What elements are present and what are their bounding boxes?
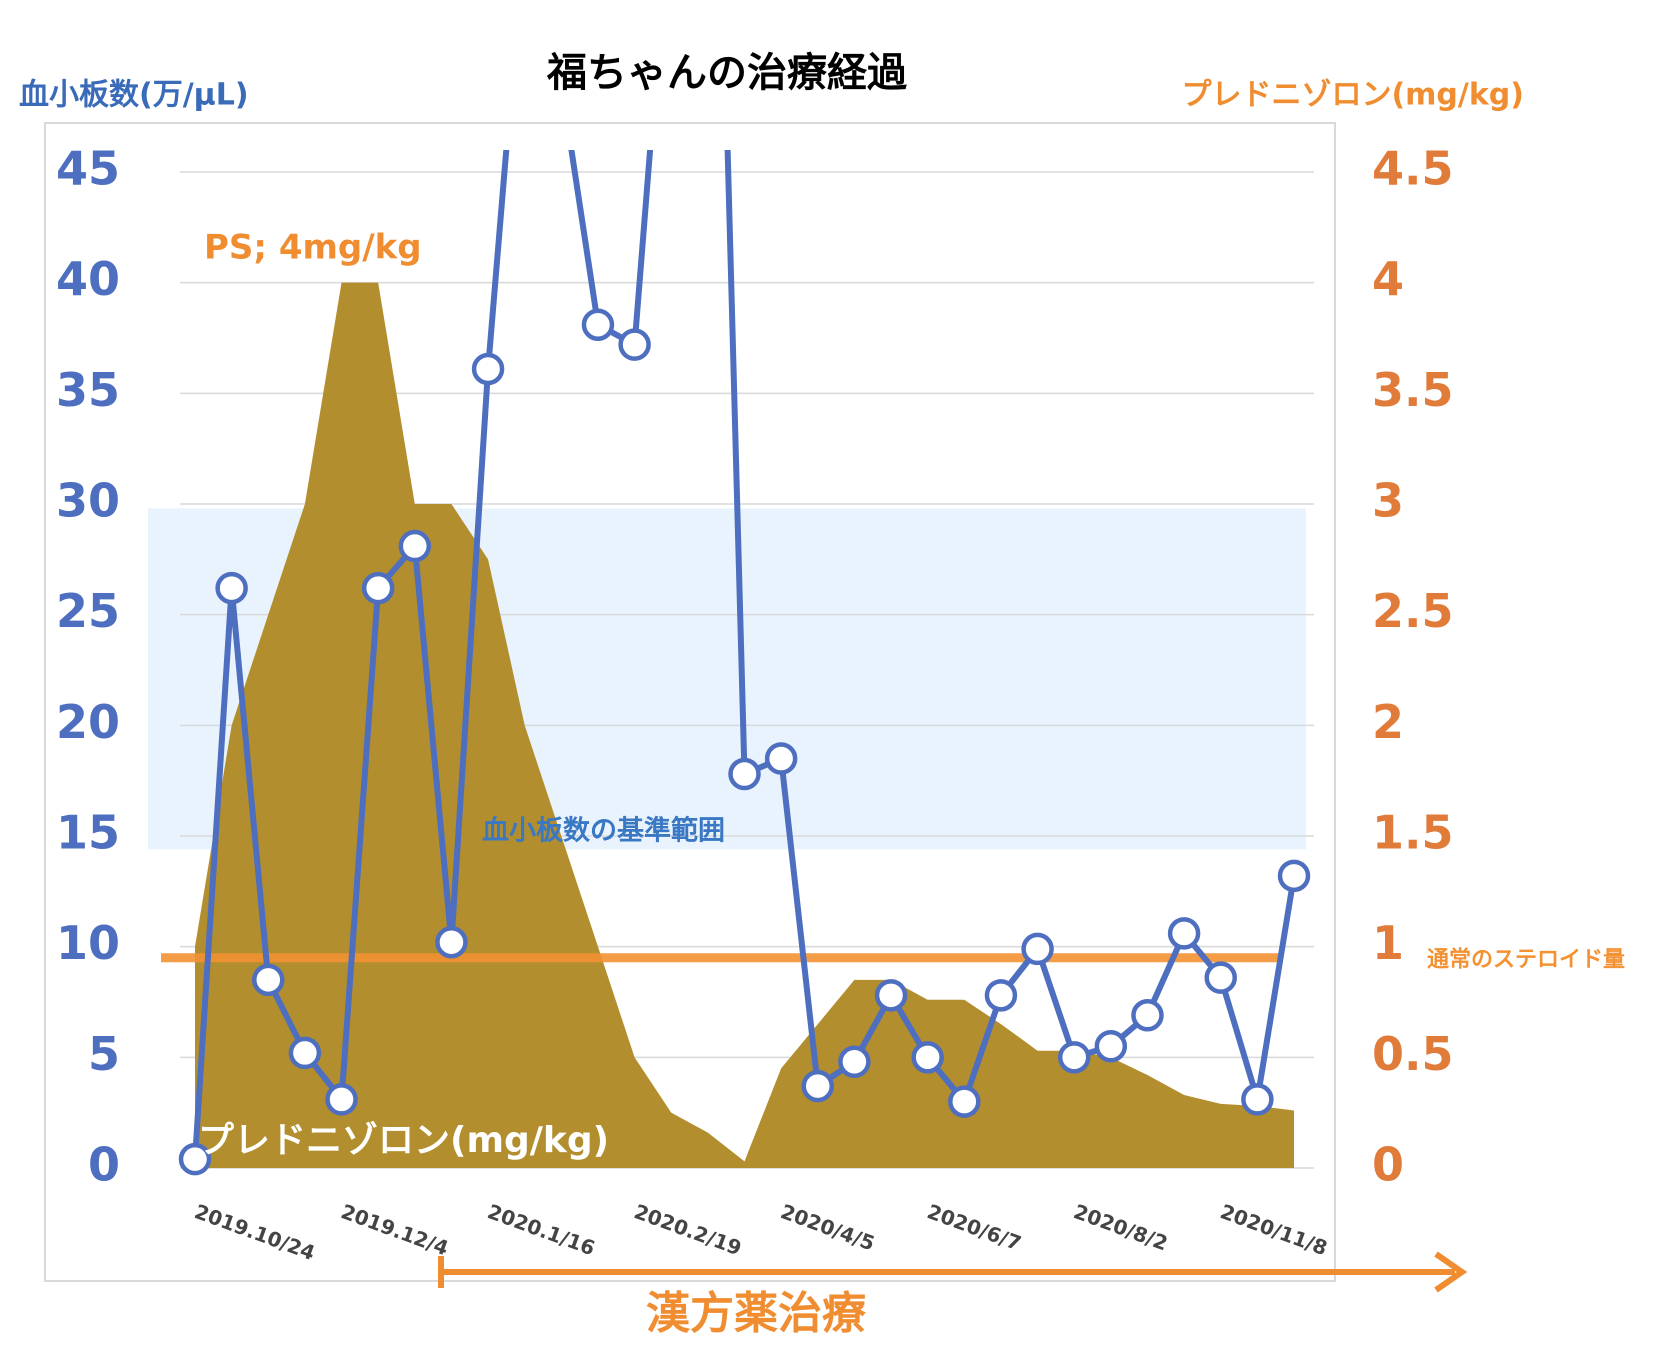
marker xyxy=(1241,1083,1274,1116)
marker xyxy=(398,529,432,563)
marker xyxy=(1131,999,1164,1032)
marker xyxy=(764,742,798,775)
x-tick-label: 2019.10/24 xyxy=(191,1199,318,1265)
marker xyxy=(288,1036,322,1070)
x-tick-label: 2020/8/2 xyxy=(1071,1199,1171,1255)
marker xyxy=(911,1041,944,1074)
marker xyxy=(252,963,285,997)
reference-line-label: 通常のステロイド量 xyxy=(1427,947,1625,973)
reference-band-label: 血小板数の基準範囲 xyxy=(482,815,725,847)
y-axis-title: 血小板数(万/μL) xyxy=(19,78,249,113)
y2-tick-label: 2.5 xyxy=(1372,584,1454,638)
marker xyxy=(984,979,1018,1012)
y-tick-label: 15 xyxy=(56,806,120,860)
arrow-head xyxy=(1434,1251,1468,1293)
y2-axis-title: プレドニゾロン(mg/kg) xyxy=(1181,78,1524,113)
y2-tick-label: 1.5 xyxy=(1372,806,1454,860)
marker xyxy=(1277,859,1311,893)
marker xyxy=(618,328,651,361)
y2-tick-label: 0.5 xyxy=(1372,1027,1454,1081)
y-tick-label: 10 xyxy=(56,916,120,970)
marker xyxy=(948,1085,981,1118)
x-tick-label: 2019.12/4 xyxy=(338,1199,452,1260)
area xyxy=(195,282,1294,1169)
y-tick-label: 45 xyxy=(56,142,120,196)
annotation: PS; 4mg/kg xyxy=(204,228,422,268)
chart-frame xyxy=(44,122,1336,1282)
y-tick-label: 40 xyxy=(56,252,120,306)
y2-tick-label: 1 xyxy=(1372,916,1404,970)
y2-tick-label: 3 xyxy=(1372,474,1404,528)
x-tick-label: 2020/6/7 xyxy=(924,1199,1024,1255)
marker xyxy=(1057,1041,1091,1074)
marker xyxy=(1094,1030,1128,1063)
marker xyxy=(215,571,248,605)
plot: 0 5 10 15 20 25 30 35 40 45 0 0.5 1 1.5 2 2.5 3 3.5 4 4.5 20… xyxy=(56,142,1625,1266)
marker xyxy=(801,1069,835,1103)
marker xyxy=(1204,961,1237,994)
marker xyxy=(838,1045,871,1079)
x-tick-label: 2020.1/16 xyxy=(484,1199,598,1260)
y-tick-label: 20 xyxy=(56,695,120,749)
marker xyxy=(471,352,505,386)
annotation: 漢方薬治療 xyxy=(646,1288,866,1339)
marker xyxy=(325,1083,358,1116)
series-layer xyxy=(161,150,1311,1176)
marker xyxy=(728,757,761,791)
marker xyxy=(1021,932,1054,966)
x-tick-label: 2020.2/19 xyxy=(631,1199,745,1260)
marker xyxy=(581,308,615,341)
y2-tick-label: 4 xyxy=(1372,252,1404,306)
y-tick-label: 5 xyxy=(88,1027,120,1081)
y-tick-label: 30 xyxy=(56,474,120,528)
chart-title: 福ちゃんの治療経過 xyxy=(546,50,908,96)
y2-tick-label: 2 xyxy=(1372,695,1404,749)
marker xyxy=(178,1142,212,1176)
marker xyxy=(435,925,468,959)
marker xyxy=(1167,917,1201,950)
y-tick-label: 0 xyxy=(88,1138,120,1192)
marker xyxy=(874,979,908,1012)
y-tick-label: 35 xyxy=(56,363,120,417)
y2-tick-label: 4.5 xyxy=(1372,142,1454,196)
series-label: プレドニゾロン(mg/kg) xyxy=(198,1120,609,1161)
marker xyxy=(361,571,395,605)
x-tick-label: 2020/4/5 xyxy=(778,1199,878,1255)
y-tick-label: 25 xyxy=(56,584,120,638)
y2-tick-label: 0 xyxy=(1372,1138,1404,1192)
x-tick-label: 2020/11/8 xyxy=(1217,1199,1330,1260)
y2-tick-label: 3.5 xyxy=(1372,363,1454,417)
